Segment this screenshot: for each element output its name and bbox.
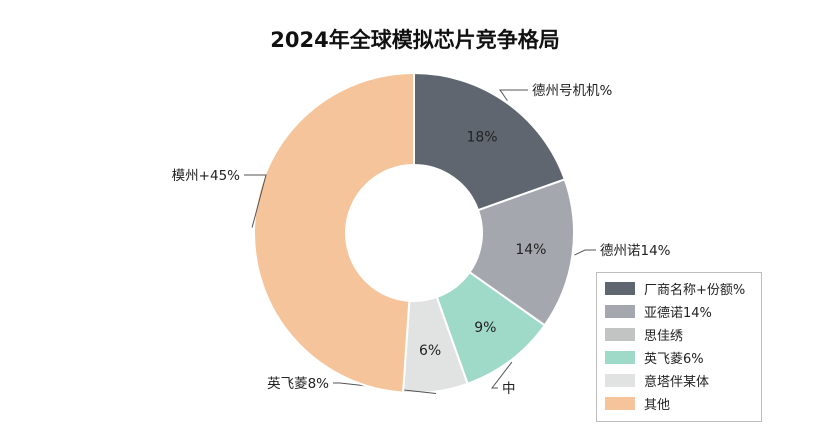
chart-legend: 厂商名称+份额% 亚德诺14% 思佳绣英飞菱6% 意塔伴某体其他 xyxy=(596,272,762,422)
legend-swatch xyxy=(605,374,635,387)
slice-value-label: 18% xyxy=(466,130,497,146)
leader-line xyxy=(499,89,528,101)
slice-outer-label: 模州+45% xyxy=(172,168,240,184)
slice-outer-label: 英飞菱8% xyxy=(267,375,329,392)
legend-item: 意塔伴某体 xyxy=(605,369,753,392)
legend-label: 思佳绣 xyxy=(644,329,684,344)
slice-outer-label: 中 xyxy=(502,381,516,397)
legend-swatch xyxy=(605,397,635,410)
slice-value-label: 14% xyxy=(515,242,546,258)
chart-title: 2024年全球模拟芯片竞争格局 xyxy=(270,28,560,52)
pie-slice xyxy=(413,71,567,212)
legend-item: 亚德诺14% xyxy=(605,300,753,323)
legend-swatch xyxy=(605,282,635,295)
legend-swatch xyxy=(605,328,635,341)
legend-swatch xyxy=(605,305,635,318)
slice-value-label: 6% xyxy=(419,343,441,359)
leader-line xyxy=(244,174,267,228)
legend-item: 其他 xyxy=(605,392,753,415)
leader-line xyxy=(574,249,596,256)
legend-label: 其他 xyxy=(644,398,671,413)
slice-outer-label: 德州号机机% xyxy=(532,83,612,99)
legend-item: 厂商名称+份额% xyxy=(605,277,753,300)
leader-line xyxy=(490,361,513,389)
legend-swatch xyxy=(605,351,635,364)
legend-label: 英飞菱6% xyxy=(644,352,704,367)
slice-outer-label: 德州诺14% xyxy=(600,243,671,259)
pie-slice xyxy=(468,178,575,327)
legend-item: 英飞菱6% xyxy=(605,346,753,369)
legend-label: 亚德诺14% xyxy=(644,306,712,321)
pie-slice xyxy=(253,71,415,394)
legend-label: 意塔伴某体 xyxy=(644,375,710,390)
slice-value-label: 9% xyxy=(474,320,496,336)
legend-label: 厂商名称+份额% xyxy=(644,283,746,298)
legend-item: 思佳绣 xyxy=(605,323,753,346)
